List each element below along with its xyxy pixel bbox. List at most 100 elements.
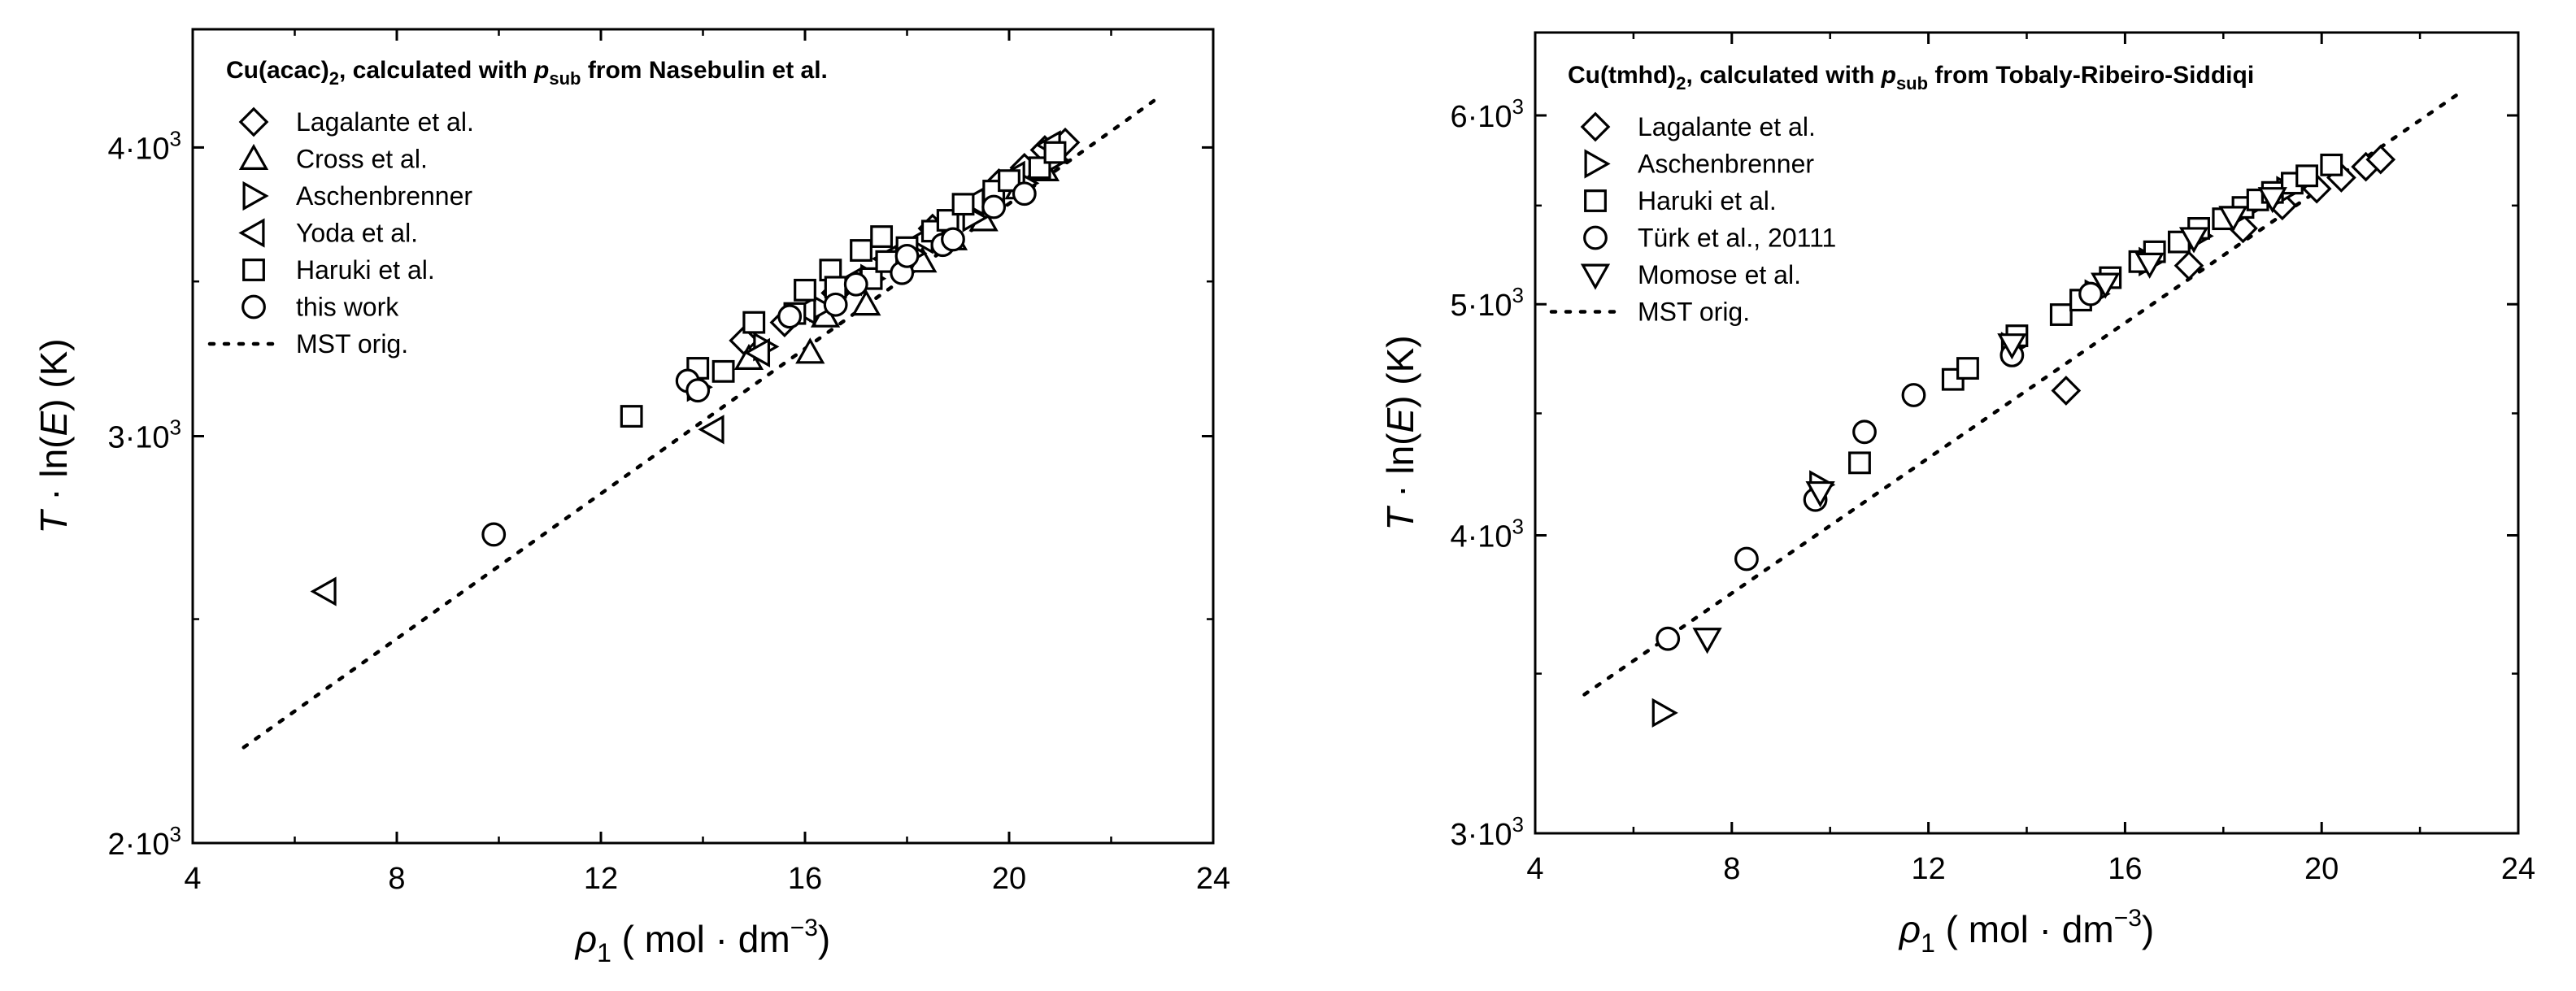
- legend-marker-diamond: [1580, 111, 1611, 142]
- data-point-triangle-left: [743, 337, 771, 368]
- legend-title: Cu(acac)2, calculated with psub from Nas…: [226, 57, 828, 89]
- legend-marker-triangle-down: [1580, 263, 1611, 290]
- data-point-square: [870, 225, 894, 248]
- y-tick-label: 4·103: [1450, 515, 1524, 554]
- legend-marker-triangle-right: [242, 180, 269, 211]
- series-this-work: [481, 181, 1037, 547]
- x-tick-label: 24: [1196, 862, 1230, 896]
- data-point-triangle-left: [698, 415, 724, 445]
- legend-marker-circle: [1583, 225, 1608, 250]
- x-tick-label: 12: [584, 862, 618, 896]
- legend-entry-label: Haruki et al.: [296, 255, 435, 285]
- data-point-diamond: [2174, 250, 2204, 281]
- data-point-triangle-down: [1692, 628, 1722, 654]
- legend-entry-label: this work: [296, 293, 399, 322]
- x-tick-label: 20: [992, 862, 1026, 896]
- fit-line-mst-orig: [242, 96, 1160, 750]
- data-point-triangle-down: [2218, 206, 2248, 233]
- data-point-circle: [894, 243, 920, 268]
- legend-entry-label: MST orig.: [1638, 298, 1750, 327]
- data-point-square: [620, 405, 643, 428]
- chart-right: 4 8 12 16 20 24 3·103 4·103 5·103 6·103 ρ1 ( mol ·…: [1379, 31, 2535, 958]
- data-point-diamond: [2051, 376, 2082, 406]
- data-point-triangle-down: [1805, 480, 1835, 508]
- legend-entry-label: Lagalante et al.: [1638, 112, 1816, 141]
- data-point-circle: [1656, 626, 1681, 651]
- data-point-triangle-up: [851, 289, 881, 316]
- x-axis-title: ρ1 ( mol · dm−3): [1898, 905, 2154, 958]
- legend-entry-label: Aschenbrenner: [296, 181, 472, 211]
- x-tick-label: 8: [388, 862, 405, 896]
- data-point-square: [1848, 451, 1871, 475]
- y-tick-label: 2·103: [107, 822, 181, 862]
- x-tick-label: 8: [1723, 852, 1740, 886]
- data-point-square: [711, 359, 735, 383]
- x-tick-label: 24: [2501, 852, 2535, 886]
- y-tick-label: 3·103: [1450, 812, 1524, 852]
- legend-entry-label: Cross et al.: [296, 145, 428, 174]
- data-point-square: [951, 193, 975, 216]
- x-tick-label: 20: [2304, 852, 2339, 886]
- legend-entry-label: Haruki et al.: [1638, 186, 1777, 215]
- data-point-circle: [941, 227, 965, 252]
- data-point-triangle-down: [2178, 227, 2209, 254]
- data-point-triangle-down: [1997, 333, 2027, 360]
- data-point-square: [2320, 153, 2343, 176]
- y-axis-title: T · ln(E) (K): [1379, 335, 1421, 530]
- legend-marker-triangle-right: [1584, 149, 1611, 179]
- fit-line-mst-orig: [1582, 88, 2466, 697]
- data-point-square: [794, 278, 816, 302]
- series-momose-et-al: [1692, 187, 2287, 654]
- data-point-circle: [1734, 546, 1759, 572]
- data-point-square: [1043, 141, 1067, 164]
- data-point-square: [1956, 357, 1979, 380]
- legend-marker-square: [242, 259, 265, 281]
- legend-entry-label: Aschenbrenner: [1638, 150, 1814, 179]
- data-point-triangle-down: [2091, 272, 2121, 299]
- data-point-square: [2049, 303, 2073, 326]
- data-point-circle: [843, 272, 868, 297]
- legend-title: Cu(tmhd)2, calculated with psub from Tob…: [1568, 62, 2254, 93]
- data-point-circle: [481, 522, 507, 547]
- data-point-square: [742, 311, 766, 334]
- y-tick-label: 3·103: [107, 415, 181, 455]
- legend-entry-label: Lagalante et al.: [296, 107, 474, 137]
- legend-entry-label: MST orig.: [296, 329, 408, 359]
- series-t-rk-et-al-20111: [1656, 281, 2103, 651]
- data-point-diamond: [2365, 144, 2396, 175]
- chart-left: 4 8 12 16 20 24 2·103 3·103 4·103 ρ1 ( mol · dm−3…: [33, 28, 1230, 967]
- y-tick-label: 6·103: [1450, 94, 1524, 134]
- data-point-triangle-left: [310, 576, 337, 606]
- legend-entry-label: Momose et al.: [1638, 260, 1801, 289]
- data-point-triangle-down: [2134, 252, 2165, 279]
- data-point-square: [850, 239, 872, 262]
- data-point-circle: [777, 304, 803, 329]
- legend-marker-triangle-left: [238, 218, 265, 248]
- data-point-square: [2295, 164, 2318, 188]
- x-tick-label: 12: [1911, 852, 1945, 886]
- data-point-circle: [823, 292, 848, 317]
- x-axis-title: ρ1 ( mol · dm−3): [574, 915, 830, 967]
- data-point-circle: [981, 194, 1007, 219]
- x-tick-label: 4: [1526, 852, 1543, 886]
- data-point-circle: [1852, 419, 1877, 445]
- legend-entry-label: Türk et al., 20111: [1638, 224, 1836, 253]
- y-tick-label: 5·103: [1450, 283, 1524, 323]
- legend-marker-diamond: [238, 106, 269, 137]
- legend-entry-label: Yoda et al.: [296, 219, 418, 248]
- x-tick-label: 16: [2108, 852, 2142, 886]
- legend-marker-square: [1584, 189, 1607, 212]
- data-point-circle: [685, 378, 711, 403]
- y-tick-label: 4·103: [107, 126, 181, 166]
- data-point-triangle-up: [795, 337, 825, 364]
- data-point-circle: [2078, 281, 2103, 306]
- data-point-triangle-down: [2257, 187, 2287, 214]
- data-point-circle: [1012, 181, 1037, 206]
- x-tick-label: 16: [788, 862, 822, 896]
- data-point-circle: [1901, 383, 1926, 407]
- data-point-triangle-right: [1651, 698, 1678, 728]
- x-tick-label: 4: [184, 862, 201, 896]
- y-axis-title: T · ln(E) (K): [33, 338, 75, 533]
